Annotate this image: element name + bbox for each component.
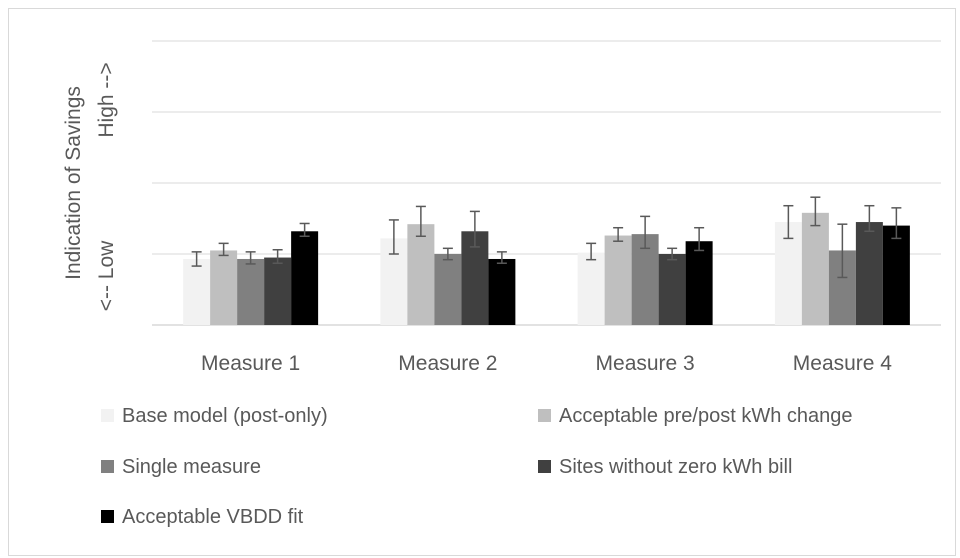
bar bbox=[434, 254, 462, 325]
x-tick-label: Measure 1 bbox=[201, 352, 300, 375]
legend: Base model (post-only) Acceptable pre/pos… bbox=[101, 405, 853, 528]
x-tick-label: Measure 3 bbox=[596, 352, 695, 375]
y-axis-high-label: High --> bbox=[95, 62, 118, 137]
bar bbox=[237, 258, 265, 325]
legend-swatch bbox=[538, 460, 551, 473]
legend-swatch bbox=[101, 409, 114, 422]
legend-swatch bbox=[101, 510, 114, 523]
bar bbox=[577, 252, 605, 325]
x-tick-label: Measure 4 bbox=[793, 352, 893, 375]
bars bbox=[183, 212, 910, 325]
legend-label: Single measure bbox=[122, 456, 261, 478]
legend-label: Acceptable VBDD fit bbox=[122, 506, 304, 528]
error-bars bbox=[191, 196, 902, 279]
bar bbox=[631, 234, 659, 325]
legend-swatch bbox=[101, 460, 114, 473]
bar bbox=[488, 258, 516, 325]
bar bbox=[264, 257, 292, 325]
bar bbox=[801, 212, 829, 325]
y-axis-title: Indication of Savings <-- Low High --> bbox=[62, 62, 118, 311]
y-axis-low-label: <-- Low bbox=[95, 240, 118, 311]
bar bbox=[685, 241, 713, 325]
bar bbox=[183, 258, 211, 325]
legend-swatch bbox=[538, 409, 551, 422]
bar bbox=[407, 224, 435, 325]
y-axis-title-line1: Indication of Savings bbox=[62, 86, 85, 280]
bar bbox=[882, 225, 910, 325]
x-tick-label: Measure 2 bbox=[398, 352, 497, 375]
legend-label: Sites without zero kWh bill bbox=[559, 456, 792, 478]
bar bbox=[604, 235, 632, 325]
bar bbox=[658, 254, 686, 325]
bar bbox=[210, 250, 238, 325]
legend-label: Acceptable pre/post kWh change bbox=[559, 405, 853, 427]
bar bbox=[774, 222, 802, 325]
x-axis-tick-labels: Measure 1 Measure 2 Measure 3 Measure 4 bbox=[201, 352, 892, 375]
legend-label: Base model (post-only) bbox=[122, 405, 328, 427]
bar bbox=[855, 222, 883, 325]
bar bbox=[291, 231, 319, 325]
